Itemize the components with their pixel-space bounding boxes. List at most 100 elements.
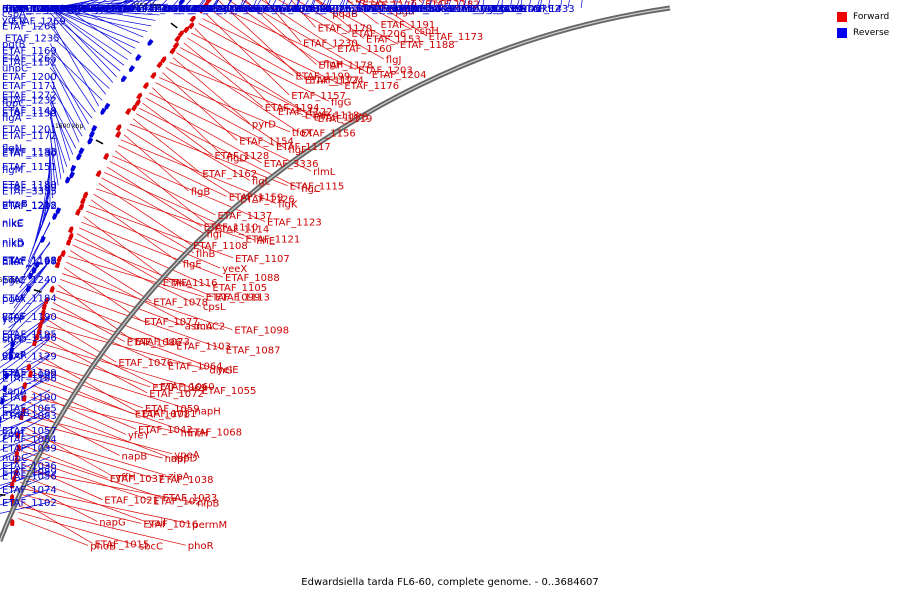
reverse-gene-label: ETAF_1432 — [256, 4, 311, 15]
forward-leader-line — [213, 4, 357, 70]
reverse-gene-label: ETAF_1200 — [2, 72, 57, 83]
forward-gene-label: ETAF_1162 — [202, 169, 257, 180]
forward-leader-line — [98, 182, 192, 246]
forward-gene-feature — [26, 363, 32, 371]
forward-gene-label: ETAF_1155 — [347, 0, 402, 6]
forward-gene-feature — [11, 475, 17, 483]
reverse-gene-label: ETAF_1395 — [278, 4, 333, 15]
forward-leader-line — [21, 463, 103, 500]
reverse-gene-label: ETAF_1342 — [462, 4, 517, 15]
reverse-leader-line — [115, 0, 133, 9]
reverse-gene-label: ETAF_1421 — [67, 4, 122, 15]
forward-leader-line — [18, 511, 138, 546]
reverse-gene-label: ETAF_1380 — [72, 4, 127, 15]
forward-gene-label: phoB — [90, 542, 116, 553]
forward-leader-line — [44, 331, 159, 387]
forward-leader-line — [27, 415, 173, 455]
forward-leader-line — [183, 42, 264, 108]
forward-gene-label: sbcC — [139, 541, 163, 552]
forward-gene-feature — [177, 30, 184, 38]
reverse-gene-label: ETAF_1293 — [294, 4, 349, 15]
reverse-gene-feature — [78, 147, 85, 155]
forward-leader-line — [28, 409, 120, 456]
forward-leader-line — [115, 150, 213, 229]
forward-gene-label: napG — [99, 517, 126, 528]
reverse-leader-line — [49, 7, 160, 16]
forward-gene-label: ETAF_1178 — [318, 60, 373, 71]
reverse-gene-feature — [55, 207, 62, 215]
forward-leader-line — [81, 221, 224, 278]
forward-gene-feature — [115, 124, 122, 132]
forward-gene-label: ETAF_1088 — [225, 273, 280, 284]
reverse-gene-label: yeiH — [2, 429, 24, 440]
forward-gene-feature — [13, 468, 19, 477]
reverse-leader-line — [0, 470, 51, 486]
reverse-gene-feature — [0, 416, 2, 425]
reverse-leader-line — [49, 7, 164, 10]
forward-leader-line — [290, 0, 316, 28]
forward-leader-line — [278, 0, 384, 60]
forward-gene-feature — [10, 518, 15, 526]
reverse-gene-label: ETAF_1407 — [291, 4, 346, 15]
reverse-leader-line — [0, 333, 51, 368]
reverse-gene-label: ETAF_1452 — [327, 4, 382, 15]
reverse-leader-line — [49, 61, 86, 131]
reverse-gene-label: ETAF_1445 — [420, 4, 475, 15]
forward-gene-feature — [37, 321, 43, 329]
reverse-gene-label: ETAF_1447 — [248, 4, 303, 15]
forward-gene-feature — [19, 412, 24, 421]
forward-leader-line — [18, 499, 93, 544]
forward-gene-label: nlpB — [197, 499, 219, 510]
forward-gene-feature — [205, 0, 213, 4]
reverse-gene-label: ETAF_1369 — [205, 4, 260, 15]
reverse-gene-label: ETAF_1326 — [297, 4, 352, 15]
forward-gene-label: ETAF_1154 — [239, 136, 294, 147]
forward-gene-label: asmA — [185, 321, 213, 332]
reverse-gene-label: ETAF_1321 — [88, 4, 143, 15]
reverse-gene-label: uhpA — [2, 4, 28, 15]
reverse-gene-label: ETAF_1390 — [400, 4, 455, 15]
forward-leader-line — [261, 0, 336, 49]
forward-leader-line — [317, 0, 331, 14]
scale-ticks: 1300 kbp1250 kbp1200 kbp1350 kbp1400 kbp… — [0, 2, 178, 496]
forward-gene-feature — [27, 370, 33, 378]
forward-gene-label: ETAF_1108 — [193, 241, 248, 252]
forward-gene-feature — [31, 339, 38, 347]
forward-leader-line — [46, 325, 208, 370]
reverse-gene-label: ETAF_1263 — [2, 4, 57, 15]
forward-leader-line — [314, 0, 365, 39]
reverse-gene-label: flgM — [2, 165, 23, 176]
forward-gene-label: ETAF_1021 — [104, 496, 159, 507]
forward-leader-line — [228, 0, 322, 64]
forward-gene-label: ETAF_1156 — [301, 128, 356, 139]
reverse-leader-line — [49, 117, 68, 167]
reverse-gene-feature — [87, 137, 94, 145]
forward-leader-line — [152, 87, 225, 158]
reverse-gene-label: ETAF_1273 — [5, 4, 60, 15]
scale-tick-label: 1550 kbp — [132, 2, 160, 9]
forward-gene-label: ETAF_1157 — [291, 91, 346, 102]
forward-gene-label: ETAF_1015 — [95, 539, 150, 550]
forward-gene-feature — [40, 309, 46, 317]
forward-gene-label: ETAF_1116 — [163, 278, 218, 289]
forward-gene-feature — [125, 108, 132, 116]
forward-gene-label: ETAF_1042 — [138, 425, 193, 436]
forward-leader-line — [22, 457, 152, 501]
legend-label-reverse: Reverse — [853, 28, 890, 38]
reverse-gene-label: ETAF_1084 — [2, 434, 57, 445]
forward-gene-label: ETAF_1098 — [234, 326, 289, 337]
reverse-gene-label: ETAF_1235 — [5, 33, 60, 44]
forward-leader-line — [123, 134, 189, 192]
forward-gene-label: flgI — [207, 230, 223, 241]
forward-gene-label: cspH — [414, 26, 439, 37]
reverse-gene-label: ETAF_1419 — [93, 4, 148, 15]
forward-gene-feature — [103, 152, 109, 161]
reverse-gene-label: ETAF_1295 — [193, 4, 248, 15]
forward-gene-label: ETAF_1016 — [143, 520, 198, 531]
forward-gene-label: ETAF_1081 — [142, 409, 197, 420]
forward-gene-label: ETAF_1203 — [358, 65, 413, 76]
reverse-gene-label: nikC — [2, 218, 24, 229]
forward-leader-line — [129, 123, 288, 186]
forward-leader-line — [18, 518, 89, 546]
